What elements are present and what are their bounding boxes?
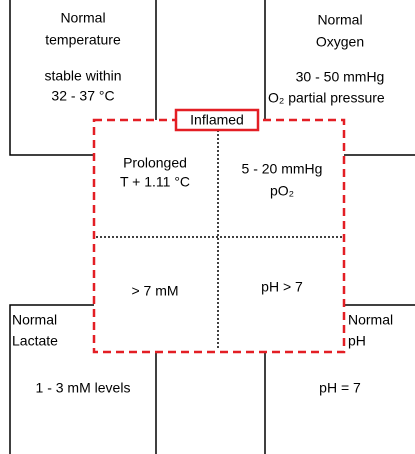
box-title: Normal — [348, 312, 393, 328]
box-title: temperature — [45, 32, 121, 48]
box-title: Lactate — [12, 333, 58, 349]
box-title: Normal — [317, 12, 362, 28]
cell-text: > 7 mM — [131, 283, 178, 299]
box-text: 32 - 37 °C — [51, 88, 114, 104]
box-text: 30 - 50 mmHg — [296, 69, 385, 85]
box-text: stable within — [44, 68, 121, 84]
cell-text: pO₂ — [270, 183, 294, 199]
box-text: 1 - 3 mM levels — [36, 380, 131, 396]
box-text: pH = 7 — [319, 380, 361, 396]
inflamed-label: Inflamed — [190, 112, 244, 128]
inflamed-label-box — [174, 108, 260, 132]
cell-text: T + 1.11 °C — [120, 174, 190, 190]
inflamed-box — [92, 118, 346, 354]
box-text: O₂ partial pressure — [268, 90, 385, 106]
box-title: pH — [348, 333, 366, 349]
cell-text: 5 - 20 mmHg — [242, 161, 323, 177]
box-title: Normal — [60, 10, 105, 26]
box-title: Oxygen — [316, 34, 364, 50]
cell-text: pH > 7 — [261, 279, 303, 295]
cell-text: Prolonged — [123, 155, 187, 171]
box-title: Normal — [12, 312, 57, 328]
